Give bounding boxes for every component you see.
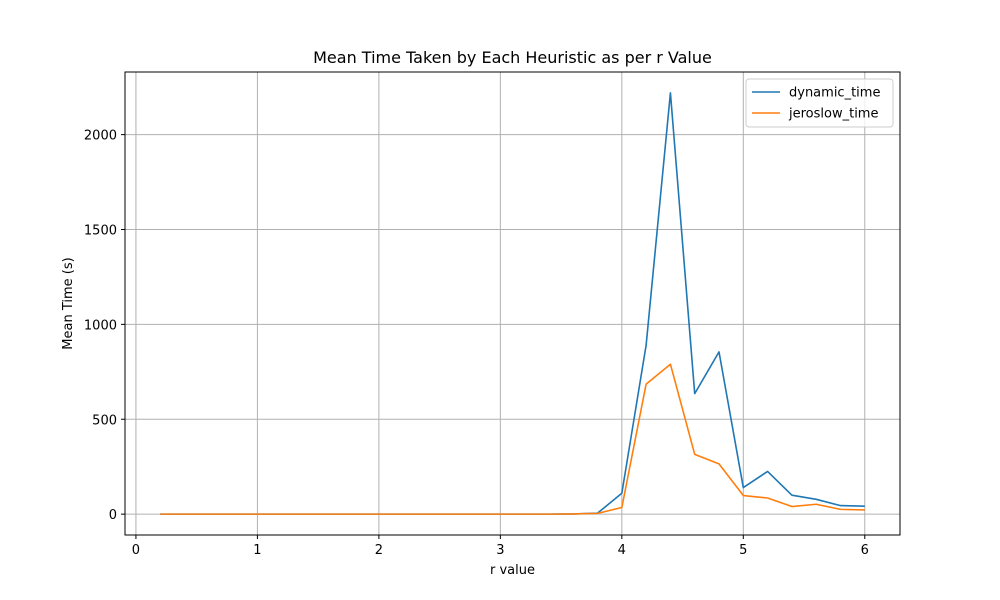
- y-tick-label: 1500: [84, 223, 117, 238]
- legend-label: dynamic_time: [789, 86, 880, 101]
- x-tick-label: 6: [861, 543, 869, 558]
- chart-title: Mean Time Taken by Each Heuristic as per…: [313, 48, 712, 67]
- series-lines: [160, 92, 865, 515]
- x-tick-label: 2: [375, 543, 383, 558]
- x-tick-label: 0: [132, 543, 140, 558]
- legend-box: [745, 78, 894, 128]
- x-tick-label: 1: [253, 543, 261, 558]
- legend: dynamic_time jeroslow_time: [745, 78, 894, 128]
- y-tick-label: 0: [109, 508, 117, 523]
- y-tick-label: 1000: [84, 318, 117, 333]
- x-axis-label: r value: [490, 563, 535, 578]
- x-tick-label: 4: [618, 543, 626, 558]
- y-axis-label: Mean Time (s): [61, 257, 76, 349]
- y-tick-label: 2000: [84, 129, 117, 144]
- x-tick-label: 5: [739, 543, 747, 558]
- plot-frame: [124, 71, 901, 536]
- legend-label: jeroslow_time: [788, 107, 878, 122]
- x-tick-label: 3: [496, 543, 504, 558]
- series-line-jeroslow_time: [160, 363, 865, 515]
- axis-ticks: 0 1 2 3 4 5 6 0 500 1000 1500 2000: [84, 129, 869, 558]
- y-tick-label: 500: [92, 413, 117, 428]
